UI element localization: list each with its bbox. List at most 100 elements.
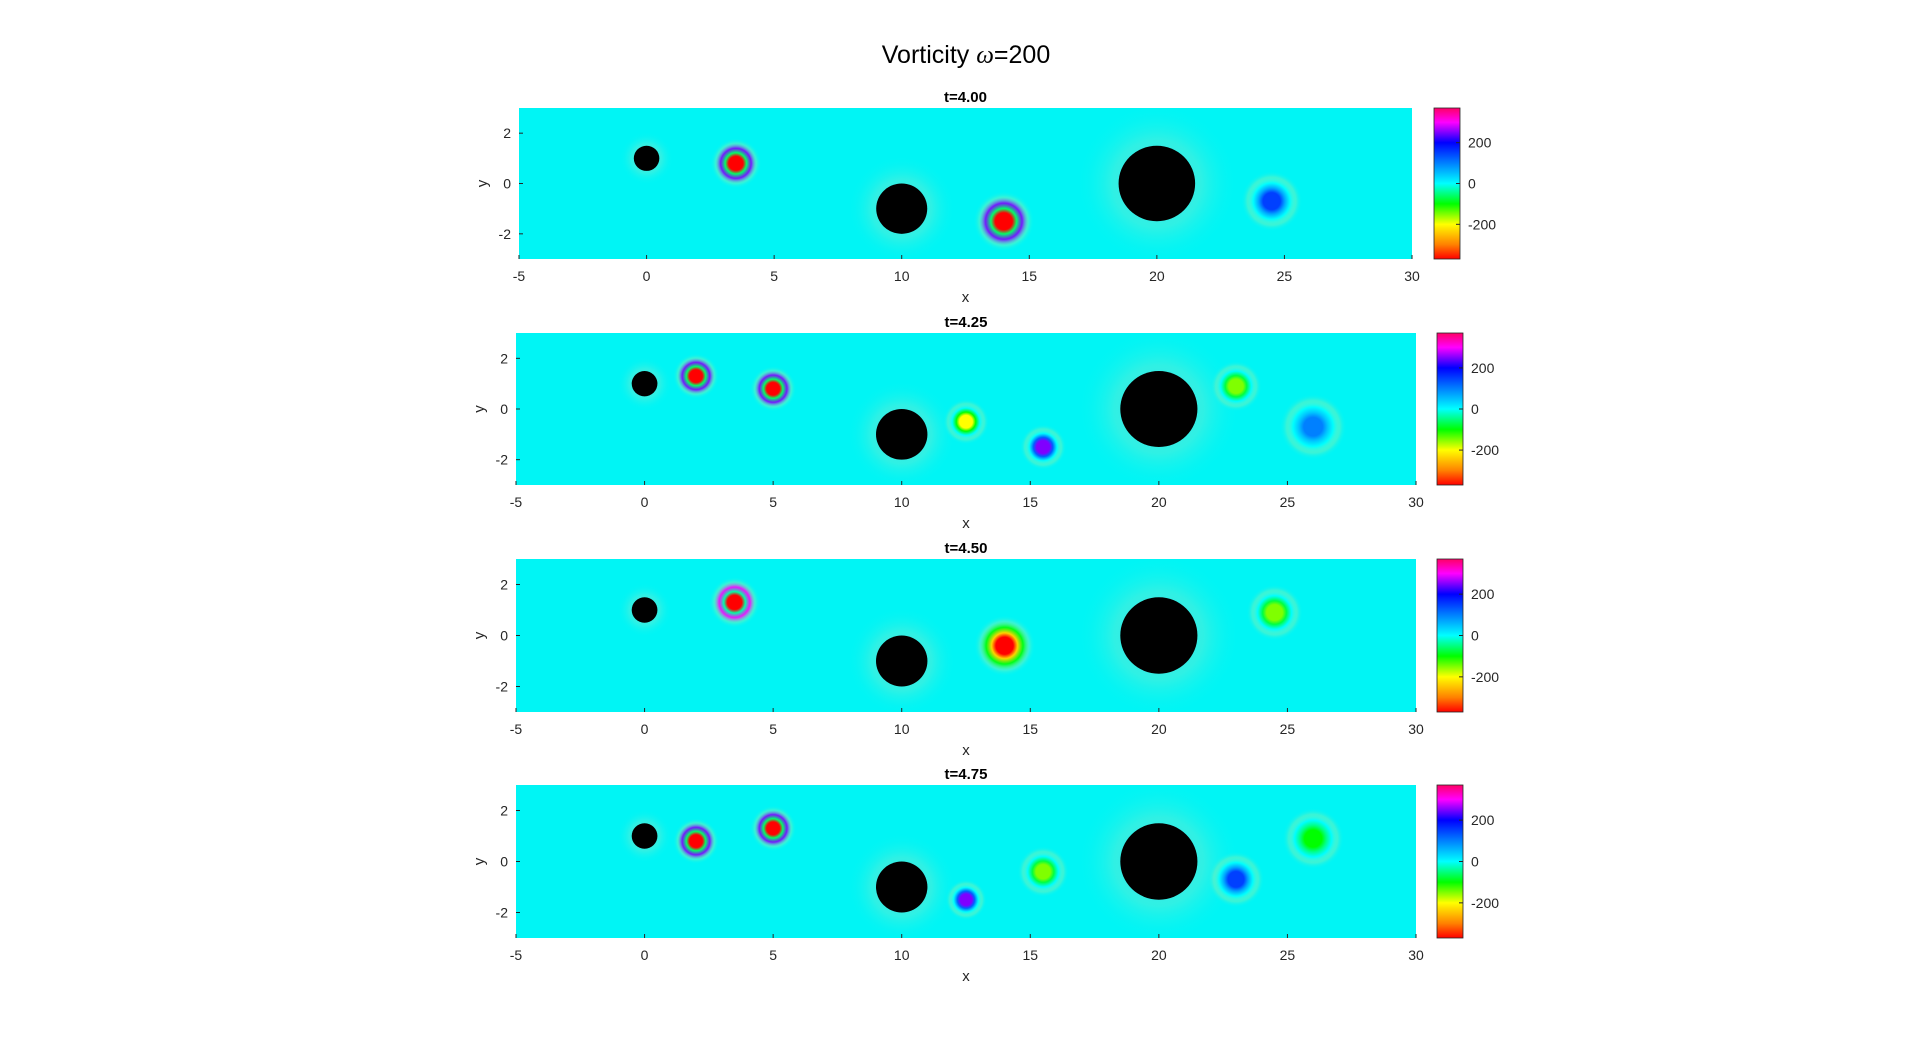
vortex [945, 879, 987, 921]
colorbar-gradient [1433, 107, 1461, 260]
vortex-layer [617, 559, 1303, 712]
x-tick-label: 20 [1151, 721, 1167, 737]
colorbar-tick-label: 0 [1471, 628, 1479, 644]
vortex [750, 365, 797, 412]
vortex-layer [617, 785, 1344, 938]
x-tick-label: 10 [894, 721, 910, 737]
cylinder [631, 371, 658, 397]
y-tick-label: -2 [499, 226, 512, 242]
axes: -5 0 5 10 15 20 25 30 -2 0 2 [496, 577, 1424, 738]
axes: -5 0 5 10 15 20 25 30 -2 0 2 [496, 350, 1424, 510]
cylinder [1120, 371, 1198, 447]
x-axis-label: x [962, 742, 970, 759]
x-tick-label: 5 [769, 721, 777, 737]
vortex [1282, 807, 1344, 870]
vortex [1207, 851, 1265, 908]
x-tick-label: 15 [1022, 494, 1038, 510]
cylinder [876, 409, 928, 460]
x-tick-label: 0 [641, 947, 649, 963]
y-tick-label: -2 [496, 905, 509, 921]
x-tick-label: 20 [1151, 494, 1167, 510]
panel-title: t=4.00 [944, 89, 987, 106]
y-tick-label: 0 [500, 401, 508, 417]
y-axis-label: y [471, 857, 488, 865]
x-axis-label: x [962, 289, 970, 306]
vortex [1019, 424, 1067, 470]
x-axis-label: x [962, 515, 970, 532]
colorbar: 200 0 -200 [1436, 558, 1499, 713]
x-tick-label: 15 [1022, 721, 1038, 737]
y-tick-label: 0 [500, 628, 508, 644]
x-tick-label: 15 [1022, 947, 1038, 963]
vortex [1241, 170, 1303, 232]
x-tick-label: 30 [1404, 268, 1420, 284]
x-tick-label: -5 [510, 947, 523, 963]
cylinder [1120, 823, 1198, 900]
panel-2: -5 0 5 10 15 20 25 30 -2 0 2 t=4.25 x y 200 0 -200 [471, 314, 1499, 532]
colorbar-tick-label: 200 [1471, 360, 1495, 376]
colorbar-tick-label: 0 [1471, 854, 1479, 870]
vortex [710, 138, 762, 189]
x-tick-label: 5 [769, 494, 777, 510]
x-axis-label: x [962, 968, 970, 985]
panel-title: t=4.75 [945, 766, 988, 783]
axes: -5 0 5 10 15 20 25 30 -2 0 2 [499, 125, 1420, 284]
x-tick-label: 25 [1277, 268, 1293, 284]
y-tick-label: -2 [496, 452, 509, 468]
colorbar: 200 0 -200 [1433, 107, 1496, 260]
panel-title: t=4.50 [945, 540, 988, 557]
figure-title: Vorticity ω=200 [882, 41, 1050, 69]
colorbar-tick-label: -200 [1471, 442, 1499, 458]
y-tick-label: 0 [500, 854, 508, 870]
vortex [1279, 393, 1347, 460]
y-axis-label: y [474, 179, 491, 187]
vortex [672, 353, 720, 399]
colorbar-tick-label: -200 [1471, 669, 1499, 685]
panel-3: -5 0 5 10 15 20 25 30 -2 0 2 t=4.50 x y 200 0 -200 [471, 540, 1499, 759]
cylinder [876, 183, 928, 234]
vortex-layer [617, 333, 1347, 485]
colorbar: 200 0 -200 [1436, 332, 1499, 486]
x-tick-label: 25 [1280, 947, 1296, 963]
panel-title: t=4.25 [945, 314, 988, 331]
vortex [708, 576, 761, 628]
x-tick-label: 25 [1280, 721, 1296, 737]
vortex [1246, 584, 1303, 641]
y-axis-label: y [471, 631, 488, 639]
x-tick-label: 10 [894, 268, 910, 284]
x-tick-label: 20 [1149, 268, 1165, 284]
colorbar-tick-label: 200 [1468, 135, 1492, 151]
x-tick-label: -5 [510, 721, 523, 737]
cylinder [1120, 597, 1198, 674]
cylinder [631, 823, 658, 849]
vortex [973, 191, 1035, 252]
x-tick-label: 30 [1408, 721, 1424, 737]
colorbar: 200 0 -200 [1436, 784, 1499, 939]
colorbar-gradient [1436, 558, 1464, 713]
x-tick-label: 25 [1280, 494, 1296, 510]
cylinder [633, 145, 660, 171]
x-tick-label: 10 [894, 947, 910, 963]
cylinder [631, 597, 658, 623]
x-tick-label: 10 [894, 494, 910, 510]
x-tick-label: 20 [1151, 947, 1167, 963]
colorbar-tick-label: 200 [1471, 586, 1495, 602]
vortex [672, 818, 720, 865]
colorbar-tick-label: 0 [1468, 176, 1476, 192]
x-tick-label: 30 [1408, 947, 1424, 963]
axes: -5 0 5 10 15 20 25 30 -2 0 2 [496, 803, 1424, 964]
vortex [942, 398, 990, 445]
x-tick-label: 30 [1408, 494, 1424, 510]
cylinder [876, 861, 928, 913]
y-tick-label: 2 [503, 125, 511, 141]
vortex [973, 615, 1036, 677]
vortex [1210, 360, 1262, 412]
y-tick-label: 2 [500, 803, 508, 819]
vortex [750, 805, 797, 852]
x-tick-label: 0 [641, 494, 649, 510]
vortex [1017, 846, 1069, 898]
colorbar-gradient [1436, 332, 1464, 486]
y-tick-label: 2 [500, 577, 508, 593]
